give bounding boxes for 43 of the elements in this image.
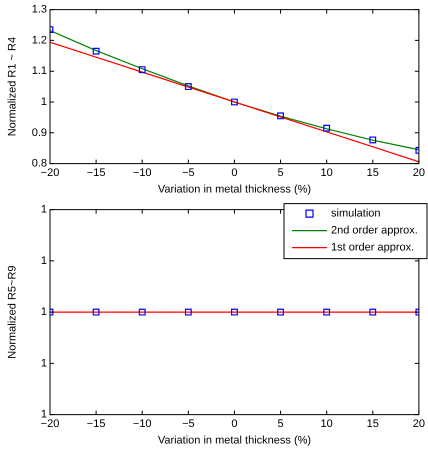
x-tick-label: −20 bbox=[40, 167, 60, 180]
x-tick-label: 5 bbox=[277, 418, 284, 430]
x-tick-label: 10 bbox=[320, 167, 333, 180]
point bbox=[323, 124, 330, 132]
y-tick-label: 1 bbox=[40, 408, 47, 421]
x-tick-label: −10 bbox=[132, 418, 152, 430]
y-tick-label: 1 bbox=[40, 357, 47, 370]
x-tick-label: 20 bbox=[412, 418, 426, 430]
x-tick-label: −5 bbox=[182, 418, 195, 430]
y-tick-label: 1 bbox=[40, 254, 47, 267]
x-tick-label: −5 bbox=[182, 167, 195, 180]
x-tick-label: 0 bbox=[231, 167, 238, 180]
point bbox=[277, 112, 284, 120]
x-tick-label: −20 bbox=[40, 418, 60, 430]
y-tick-label: 1 bbox=[40, 306, 47, 318]
y-tick-label: 1 bbox=[40, 204, 47, 216]
point bbox=[369, 136, 376, 144]
y-tick-label: 0.8 bbox=[32, 158, 47, 170]
y-axis-title: Normalized R1 ~ R4 bbox=[6, 36, 19, 136]
y-axis-title: Normalized R5~R9 bbox=[6, 265, 19, 359]
x-tick-label: 10 bbox=[320, 418, 333, 430]
y-tick-label: 1.2 bbox=[32, 34, 47, 46]
point bbox=[184, 83, 192, 90]
y-tick-label: 1.3 bbox=[32, 4, 47, 16]
y-tick-label: 1 bbox=[40, 96, 47, 108]
legend-label: 2nd order approx. bbox=[331, 224, 418, 237]
x-tick-label: 20 bbox=[412, 167, 426, 180]
legend-label: simulation bbox=[331, 208, 381, 220]
legend-label: 1st order approx. bbox=[331, 242, 414, 254]
x-tick-label: 0 bbox=[231, 418, 238, 430]
point bbox=[92, 48, 100, 55]
x-axis-title: Variation in metal thickness (%) bbox=[158, 434, 312, 446]
y-tick-label: 0.9 bbox=[32, 126, 47, 139]
x-tick-label: 15 bbox=[366, 418, 379, 430]
y-tick-label: 1.1 bbox=[32, 65, 47, 78]
point bbox=[231, 98, 238, 106]
x-tick-label: 15 bbox=[366, 167, 379, 180]
x-tick-label: −15 bbox=[86, 167, 106, 180]
x-tick-label: 5 bbox=[277, 167, 284, 180]
point bbox=[138, 66, 146, 74]
x-axis-title: Variation in metal thickness (%) bbox=[158, 183, 312, 196]
x-tick-label: −10 bbox=[132, 167, 152, 180]
x-tick-label: −15 bbox=[86, 418, 106, 430]
